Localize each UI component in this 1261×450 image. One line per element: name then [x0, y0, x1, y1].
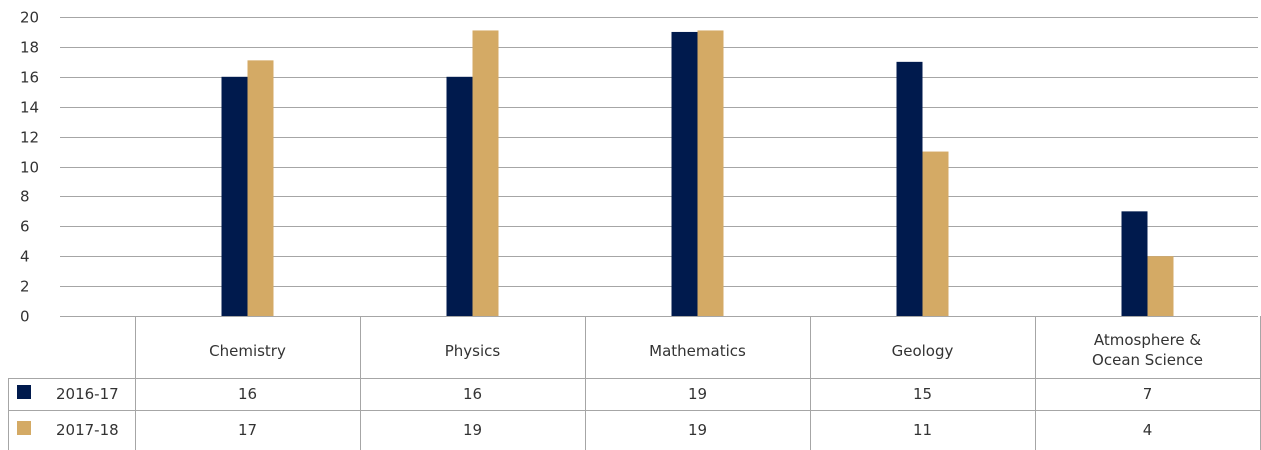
- y-tick-label: 4: [20, 248, 30, 266]
- data-table: Chemistry Physics Mathematics Geology Atmosp…: [8, 316, 1261, 450]
- table-cell-value: 16: [463, 385, 482, 403]
- y-tick-label: 12: [20, 129, 39, 147]
- table-cell-value: 11: [913, 421, 932, 439]
- category-label: Geology: [892, 342, 954, 360]
- table-cell-value: 17: [238, 421, 257, 439]
- bar-2017-18-atmosphere-ocean-science: [1147, 256, 1174, 316]
- y-tick-label: 18: [20, 39, 39, 57]
- bar-2017-18-geology: [922, 151, 949, 316]
- category-label: Atmosphere & Ocean Science: [1092, 331, 1203, 369]
- table-cell-value: 19: [688, 421, 707, 439]
- table-cell-value: 19: [463, 421, 482, 439]
- bar-2016-17-geology: [896, 61, 923, 316]
- table-cell-value: 16: [238, 385, 257, 403]
- bar-2016-17-physics: [446, 76, 473, 316]
- bar-2017-18-mathematics: [697, 30, 724, 317]
- bar-2016-17-chemistry: [221, 76, 248, 316]
- bar-2016-17-atmosphere-ocean-science: [1121, 211, 1148, 316]
- y-tick-label: 10: [20, 159, 39, 177]
- category-label: Chemistry: [209, 342, 286, 360]
- legend-swatch-2016-17: [17, 385, 31, 399]
- category-label: Mathematics: [649, 342, 746, 360]
- series-label: 2016-17: [56, 385, 119, 403]
- bar-2017-18-chemistry: [247, 60, 274, 317]
- y-axis-ticks: 0 2 4 6 8 10 12 14 16 18 20: [20, 9, 39, 326]
- table-cell-value: 15: [913, 385, 932, 403]
- category-label: Physics: [445, 342, 501, 360]
- y-tick-label: 0: [20, 308, 30, 326]
- y-tick-label: 8: [20, 188, 30, 206]
- series-label: 2017-18: [56, 421, 119, 439]
- category-label-line: Atmosphere &: [1094, 331, 1202, 349]
- y-tick-label: 6: [20, 218, 30, 236]
- bars: [221, 30, 1174, 317]
- table-cell-value: 7: [1143, 385, 1153, 403]
- y-tick-label: 14: [20, 99, 39, 117]
- table-cell-value: 4: [1143, 421, 1153, 439]
- table-cell-value: 19: [688, 385, 707, 403]
- y-tick-label: 20: [20, 9, 39, 27]
- y-tick-label: 2: [20, 278, 30, 296]
- bar-2017-18-physics: [472, 30, 499, 317]
- bar-2016-17-mathematics: [671, 31, 698, 316]
- legend-swatch-2017-18: [17, 421, 31, 435]
- category-label-line: Ocean Science: [1092, 351, 1203, 369]
- y-tick-label: 16: [20, 69, 39, 87]
